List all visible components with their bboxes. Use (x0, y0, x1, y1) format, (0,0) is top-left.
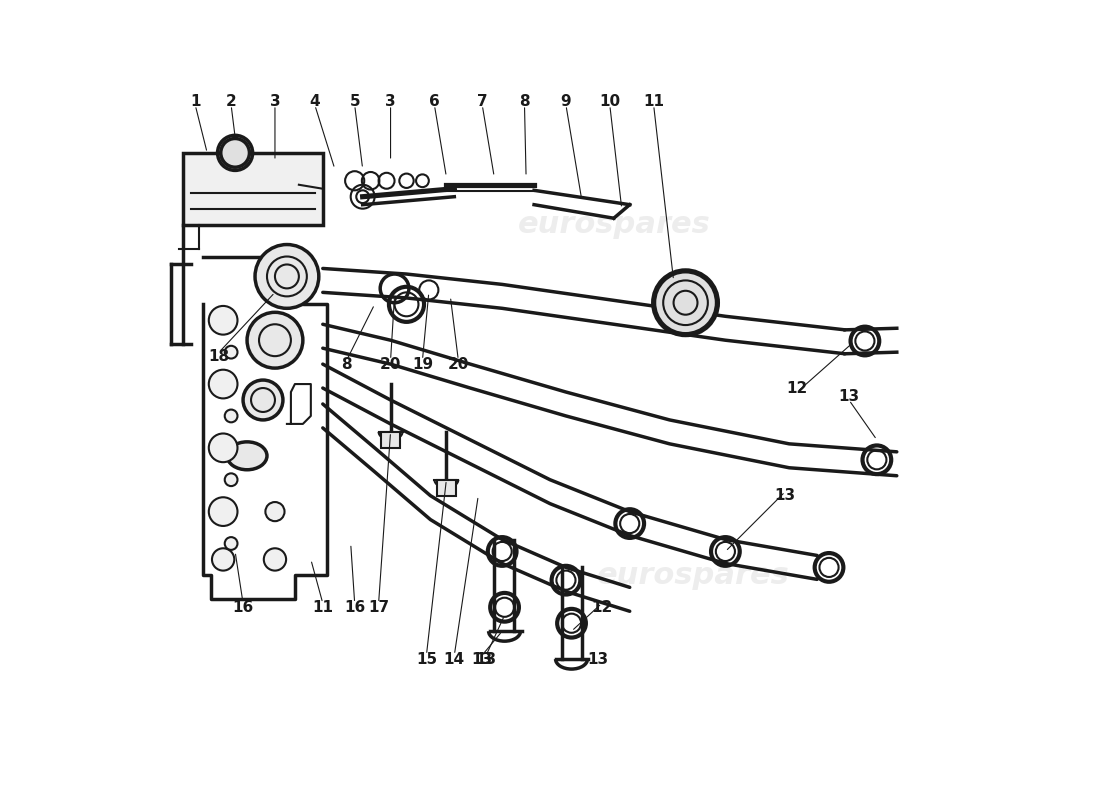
Circle shape (209, 306, 238, 334)
Text: 13: 13 (774, 488, 795, 503)
Text: 9: 9 (561, 94, 571, 109)
Circle shape (224, 410, 238, 422)
Text: 8: 8 (341, 357, 352, 372)
Circle shape (212, 548, 234, 570)
Text: 3: 3 (270, 94, 280, 109)
Circle shape (209, 370, 238, 398)
Text: 13: 13 (475, 651, 497, 666)
Text: 20: 20 (379, 357, 401, 372)
Circle shape (209, 434, 238, 462)
Text: 16: 16 (232, 600, 254, 614)
Circle shape (224, 537, 238, 550)
Text: 6: 6 (429, 94, 440, 109)
Circle shape (255, 245, 319, 308)
Text: 1: 1 (190, 94, 200, 109)
Text: 13: 13 (587, 651, 608, 666)
Circle shape (224, 474, 238, 486)
Ellipse shape (227, 442, 267, 470)
Circle shape (243, 380, 283, 420)
Circle shape (265, 502, 285, 521)
Circle shape (653, 271, 717, 334)
Text: 20: 20 (448, 357, 469, 372)
Circle shape (209, 498, 238, 526)
Text: 10: 10 (600, 94, 620, 109)
Text: 12: 12 (786, 381, 807, 395)
Text: 12: 12 (591, 600, 613, 614)
Text: 3: 3 (385, 94, 396, 109)
Text: 4: 4 (309, 94, 320, 109)
Text: 5: 5 (350, 94, 360, 109)
Text: 11: 11 (644, 94, 664, 109)
Text: 2: 2 (226, 94, 236, 109)
Bar (381, 432, 400, 448)
Circle shape (248, 312, 302, 368)
Text: 13: 13 (838, 389, 859, 403)
Text: 18: 18 (209, 349, 230, 364)
Circle shape (264, 548, 286, 570)
Text: eurospares: eurospares (517, 210, 711, 239)
Text: eurospares: eurospares (597, 561, 790, 590)
Text: 11: 11 (312, 600, 333, 614)
Text: 7: 7 (477, 94, 487, 109)
Text: 17: 17 (368, 600, 389, 614)
Text: 8: 8 (519, 94, 530, 109)
Bar (184, 153, 322, 225)
Circle shape (221, 138, 250, 167)
Circle shape (224, 346, 238, 358)
Text: 16: 16 (344, 600, 365, 614)
Text: 14: 14 (443, 651, 465, 666)
Text: 15: 15 (416, 651, 437, 666)
Bar (437, 480, 455, 496)
Text: 19: 19 (411, 357, 433, 372)
Text: 13: 13 (472, 651, 493, 666)
